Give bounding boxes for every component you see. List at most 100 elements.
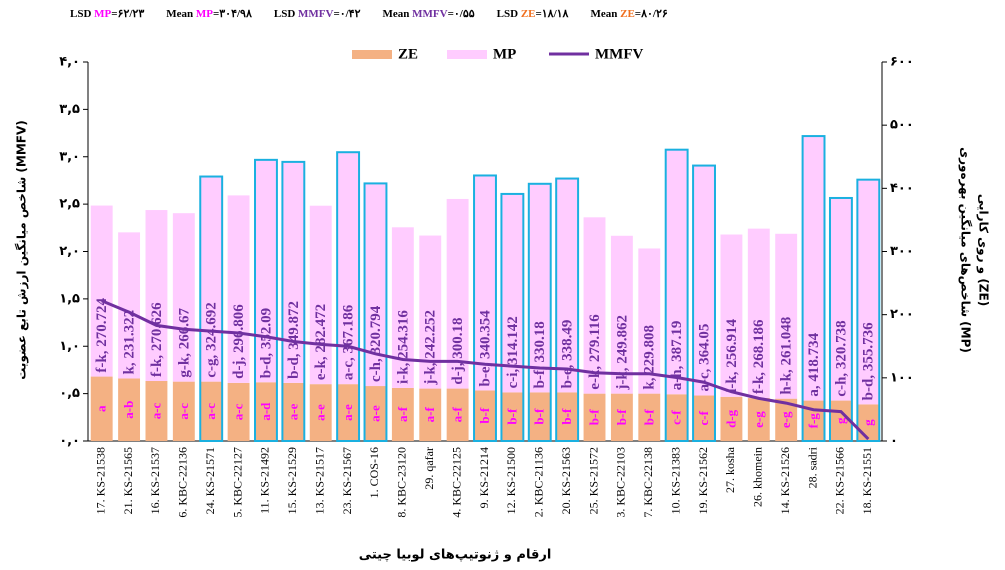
x-tick-label: 20. KS-21563 [559,447,573,514]
bar-segment [501,392,524,441]
bar-segment [364,183,387,387]
data-label: b-f [587,409,602,426]
y-tick-label: ۰,۵ [59,386,80,401]
x-tick-label: 4. KBC-22125 [449,447,463,518]
data-label: k, 229.808 [642,325,658,390]
line [101,299,870,441]
bar-segment [391,387,414,441]
bar-segment [857,179,880,405]
bar-segment [802,136,825,401]
bar-segment [172,213,195,382]
legend-label: MMFV [595,46,643,62]
data-label: c-f [696,410,711,425]
data-label: a-e [367,405,382,422]
x-tick-label: 16. KS-21537 [148,447,162,514]
bar-outline [801,135,826,442]
x-tick-label: 1. COS-16 [367,447,381,498]
bar-outline [527,182,552,442]
bar-segment [528,392,551,441]
x-tick-label: 18. KS-21551 [860,447,874,514]
data-label: g-k, 266.67 [176,308,192,378]
stat-key: MP [196,8,213,20]
x-tick-label: 19. KS-21562 [696,447,710,514]
stat-value: =۰/۴۲ [333,8,360,20]
bar-segment [583,217,606,394]
data-label: c-i, 314.142 [505,316,521,388]
data-label: h-k, 261.048 [779,317,795,395]
data-label: a-c [176,403,191,420]
bar-segment [610,393,633,441]
y-tick-label: ۰,۰ [59,434,80,449]
stat-prefix: LSD [274,8,298,20]
bar-segment [446,198,469,389]
bar-outline [336,151,361,442]
data-label: e-g [751,411,766,428]
bar-segment [556,178,579,393]
bar-segment [172,381,195,441]
stat-value: =۱۸/۱۸ [536,8,569,20]
stat-key: MP [94,8,111,20]
x-tick-label: 3. KBC-22103 [614,447,628,518]
data-label: a [94,405,109,412]
x-tick-label: 13. KS-21517 [312,447,326,514]
bar-segment [282,161,305,383]
stat-value: =۶۲/۲۳ [111,8,144,20]
data-label: d-g [723,409,738,428]
bar-segment [145,380,168,441]
data-label: g [860,419,875,426]
x-axis-title: ارقام و ژنوتیپ‌های لوبیا چیتی [359,548,552,563]
x-tick-label: 14. KS-21526 [778,447,792,514]
x-tick-label: 6. KBC-22136 [176,447,190,518]
stat-prefix: Mean [166,8,196,20]
data-label: e-k, 282.472 [313,304,329,380]
data-label: b-f [614,409,629,426]
bar-segment [829,197,852,401]
bar-outline [664,148,689,443]
x-tick-label: 17. KS-21538 [93,447,107,514]
bar-segment [747,228,770,399]
stat-key: ZE [620,8,635,20]
y-tick-label: ۴,۰ [59,55,80,70]
y2-tick-label: ۲۰۰ [890,307,914,322]
bar-segment [90,205,113,377]
x-tick-label: 25. KS-21572 [586,447,600,514]
data-label: k, 231.322 [122,310,138,375]
bar-segment [528,183,551,393]
x-tick-label: 27. kosha [723,446,737,493]
bar-segment [419,235,442,389]
y-tick-label: ۱,۰ [59,339,80,354]
stat-key: MMFV [298,8,333,20]
data-label: b-f [504,408,519,425]
data-label: b-d, 352.09 [258,308,274,378]
data-label: a-c [203,403,218,420]
y2-tick-label: ۰ [890,434,898,449]
data-label: b-f [477,407,492,424]
bar-segment [474,390,496,441]
data-label: a-c, 367.186 [341,304,357,380]
bar-outline [199,175,224,442]
bar-segment [145,210,168,381]
x-tick-label: 12. KS-21500 [504,447,518,514]
stat-key: ZE [521,8,536,20]
x-tick-label: 21. KS-21565 [121,447,135,514]
x-tick-label: 29. qafar [422,447,436,490]
bar-segment [446,388,469,441]
bar-segment [638,393,661,441]
bar-segment [720,234,743,397]
data-label: f-k, 270.724 [94,297,110,372]
data-label: a-f [422,407,437,423]
x-tick-label: 8. KBC-23120 [395,447,409,518]
data-label: a-e [285,403,300,420]
legend-label: ZE [398,46,418,62]
data-label: d-j, 296.806 [231,304,247,379]
bar-segment [556,392,579,441]
data-label: a-c, 364.05 [696,324,712,392]
bar-segment [775,398,798,441]
data-label: c-h, 320.738 [833,320,849,396]
y2-tick-label: ۴۰۰ [890,181,914,196]
bar-segment [474,175,496,391]
data-label: a-d [258,402,273,421]
data-label: b-e, 340.354 [477,310,493,387]
data-label: c-h, 320.794 [368,305,384,382]
bar-segment [747,398,770,441]
